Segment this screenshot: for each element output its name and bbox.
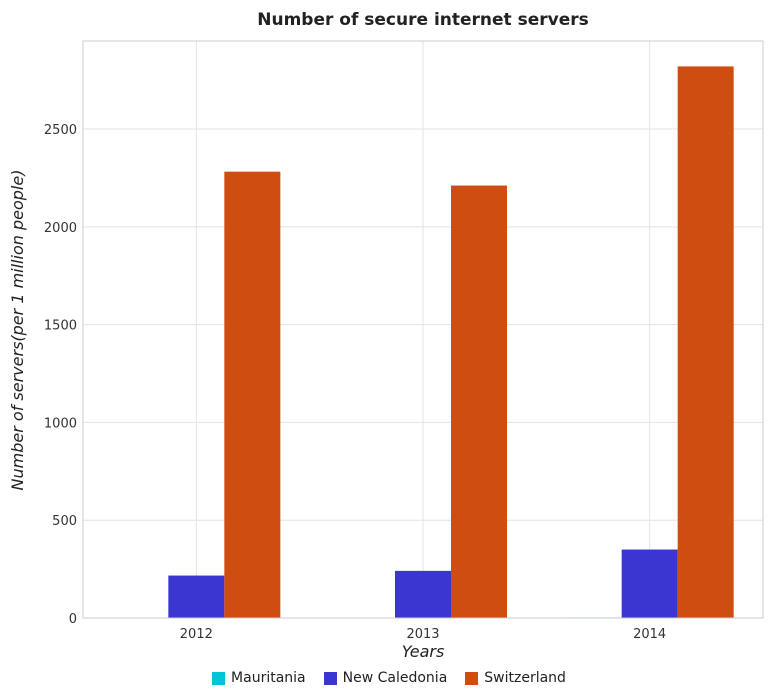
legend-item-mauritania: Mauritania xyxy=(212,670,306,686)
legend-label-new-caledonia: New Caledonia xyxy=(342,670,448,686)
y-tick-label: 1500 xyxy=(44,319,77,334)
y-tick-label: 1000 xyxy=(44,416,77,431)
y-tick-label: 0 xyxy=(69,612,77,627)
grid-lines xyxy=(83,41,763,619)
legend-swatch-mauritania xyxy=(212,671,226,685)
plot-frame xyxy=(82,40,764,619)
x-tick-label: 2014 xyxy=(633,627,666,642)
legend-label-mauritania: Mauritania xyxy=(231,670,306,686)
legend-item-new-caledonia: New Caledonia xyxy=(323,670,448,686)
y-axis-label: Number of servers(per 1 million people) xyxy=(8,170,27,491)
x-tick-label: 2013 xyxy=(406,627,439,642)
bars xyxy=(112,66,734,619)
bar-new-caledonia-2013 xyxy=(395,570,451,618)
legend-item-switzerland: Switzerland xyxy=(465,670,566,686)
bar-switzerland-2013 xyxy=(451,185,507,618)
bar-new-caledonia-2012 xyxy=(168,575,225,618)
y-tick-label: 2500 xyxy=(44,123,77,138)
legend-label-switzerland: Switzerland xyxy=(484,670,566,686)
legend-swatch-new-caledonia xyxy=(323,671,337,685)
y-tick-label: 2000 xyxy=(44,221,77,236)
bar-new-caledonia-2014 xyxy=(621,549,678,618)
x-tick-label: 2012 xyxy=(180,627,213,642)
legend: Mauritania New Caledonia Switzerland xyxy=(0,670,778,686)
bar-switzerland-2012 xyxy=(224,171,281,619)
x-axis-label: Years xyxy=(402,642,445,661)
chart-title: Number of secure internet servers xyxy=(257,10,589,30)
y-tick-label: 500 xyxy=(52,514,77,529)
legend-swatch-switzerland xyxy=(465,671,479,685)
axis-ticks: 0 500 1000 1500 2000 2500 2012 2013 2014 xyxy=(44,123,666,642)
bar-switzerland-2014 xyxy=(677,66,734,618)
